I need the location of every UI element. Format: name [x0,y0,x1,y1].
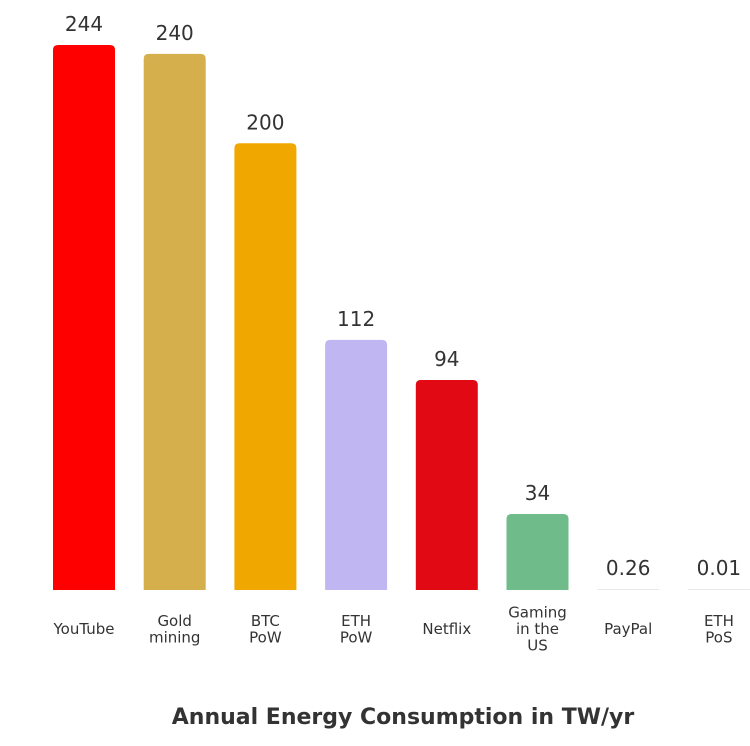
value-label-btc-pow: 200 [246,110,284,134]
bar-eth-pos [687,589,750,590]
value-label-netflix: 94 [434,347,459,371]
bar-netflix [415,380,478,590]
chart-title: Annual Energy Consumption in TW/yr [172,705,635,730]
value-labels-group: 244 240 200 112 94 34 0.26 0.01 [65,12,741,580]
bar-youtube [53,45,115,590]
category-label-gaming-in-the-us: Gaming in the US [508,604,567,655]
category-label-btc-pow: BTC PoW [249,612,282,647]
value-label-youtube: 244 [65,12,103,36]
value-label-gaming-in-the-us: 34 [525,481,550,505]
bar-gaming-in-the-us [506,514,569,590]
bar-btc-pow [234,143,297,590]
value-label-eth-pow: 112 [337,307,375,331]
bar-gold-mining [143,53,206,590]
value-label-eth-pos: 0.01 [697,556,742,580]
category-labels-group: YouTube Gold mining BTC PoW ETH PoW Netflix Gami… [53,604,734,655]
value-label-gold-mining: 240 [156,21,194,45]
category-label-paypal: PayPal [604,620,652,638]
category-label-eth-pow: ETH PoW [340,612,373,647]
bar-eth-pow [325,339,388,590]
bars-group [53,45,750,590]
category-label-eth-pos: ETH PoS [704,612,734,647]
value-label-paypal: 0.26 [606,556,651,580]
category-label-gold-mining: Gold mining [149,612,200,647]
bar-paypal [597,589,660,590]
category-label-netflix: Netflix [422,620,471,638]
category-label-youtube: YouTube [53,620,115,638]
